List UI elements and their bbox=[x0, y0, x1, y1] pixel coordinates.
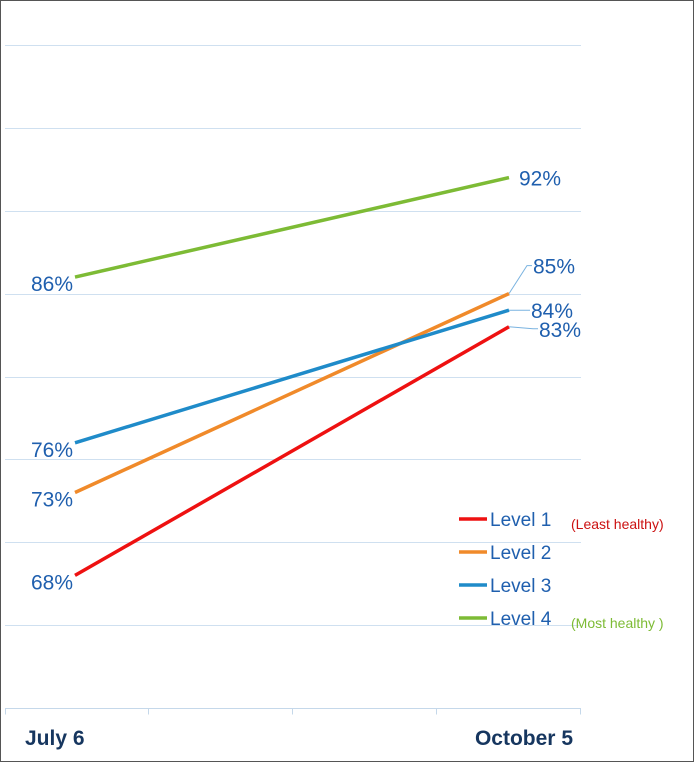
x-axis: July 6 October 5 bbox=[5, 708, 581, 750]
data-label: 84% bbox=[531, 300, 573, 323]
leader-line bbox=[508, 265, 532, 294]
x-tick-label: October 5 bbox=[475, 727, 573, 750]
series-line bbox=[74, 292, 510, 495]
legend: Level 1 (Least healthy) Level 2 Level 3 Leve… bbox=[459, 510, 664, 631]
leader-line bbox=[508, 326, 538, 330]
data-labels: 68% 73% 76% 86% 83% 85% 84% 92% bbox=[31, 168, 581, 595]
data-label: 76% bbox=[31, 439, 73, 462]
legend-label: Level 1 bbox=[490, 510, 551, 531]
data-label: 73% bbox=[31, 489, 73, 512]
series-line bbox=[74, 325, 510, 577]
data-label: 86% bbox=[31, 273, 73, 296]
data-label: 83% bbox=[539, 319, 581, 342]
series-line bbox=[74, 175, 510, 279]
data-label: 92% bbox=[519, 168, 561, 191]
series-lines bbox=[74, 175, 510, 577]
legend-note: (Most healthy ) bbox=[571, 615, 664, 631]
x-tick-label: July 6 bbox=[25, 727, 85, 750]
data-label: 85% bbox=[533, 256, 575, 279]
legend-label: Level 3 bbox=[490, 576, 551, 597]
legend-label: Level 4 bbox=[490, 609, 552, 630]
series-line bbox=[74, 308, 510, 445]
data-label: 68% bbox=[31, 571, 73, 594]
legend-note: (Least healthy) bbox=[571, 516, 664, 532]
legend-label: Level 2 bbox=[490, 543, 551, 564]
